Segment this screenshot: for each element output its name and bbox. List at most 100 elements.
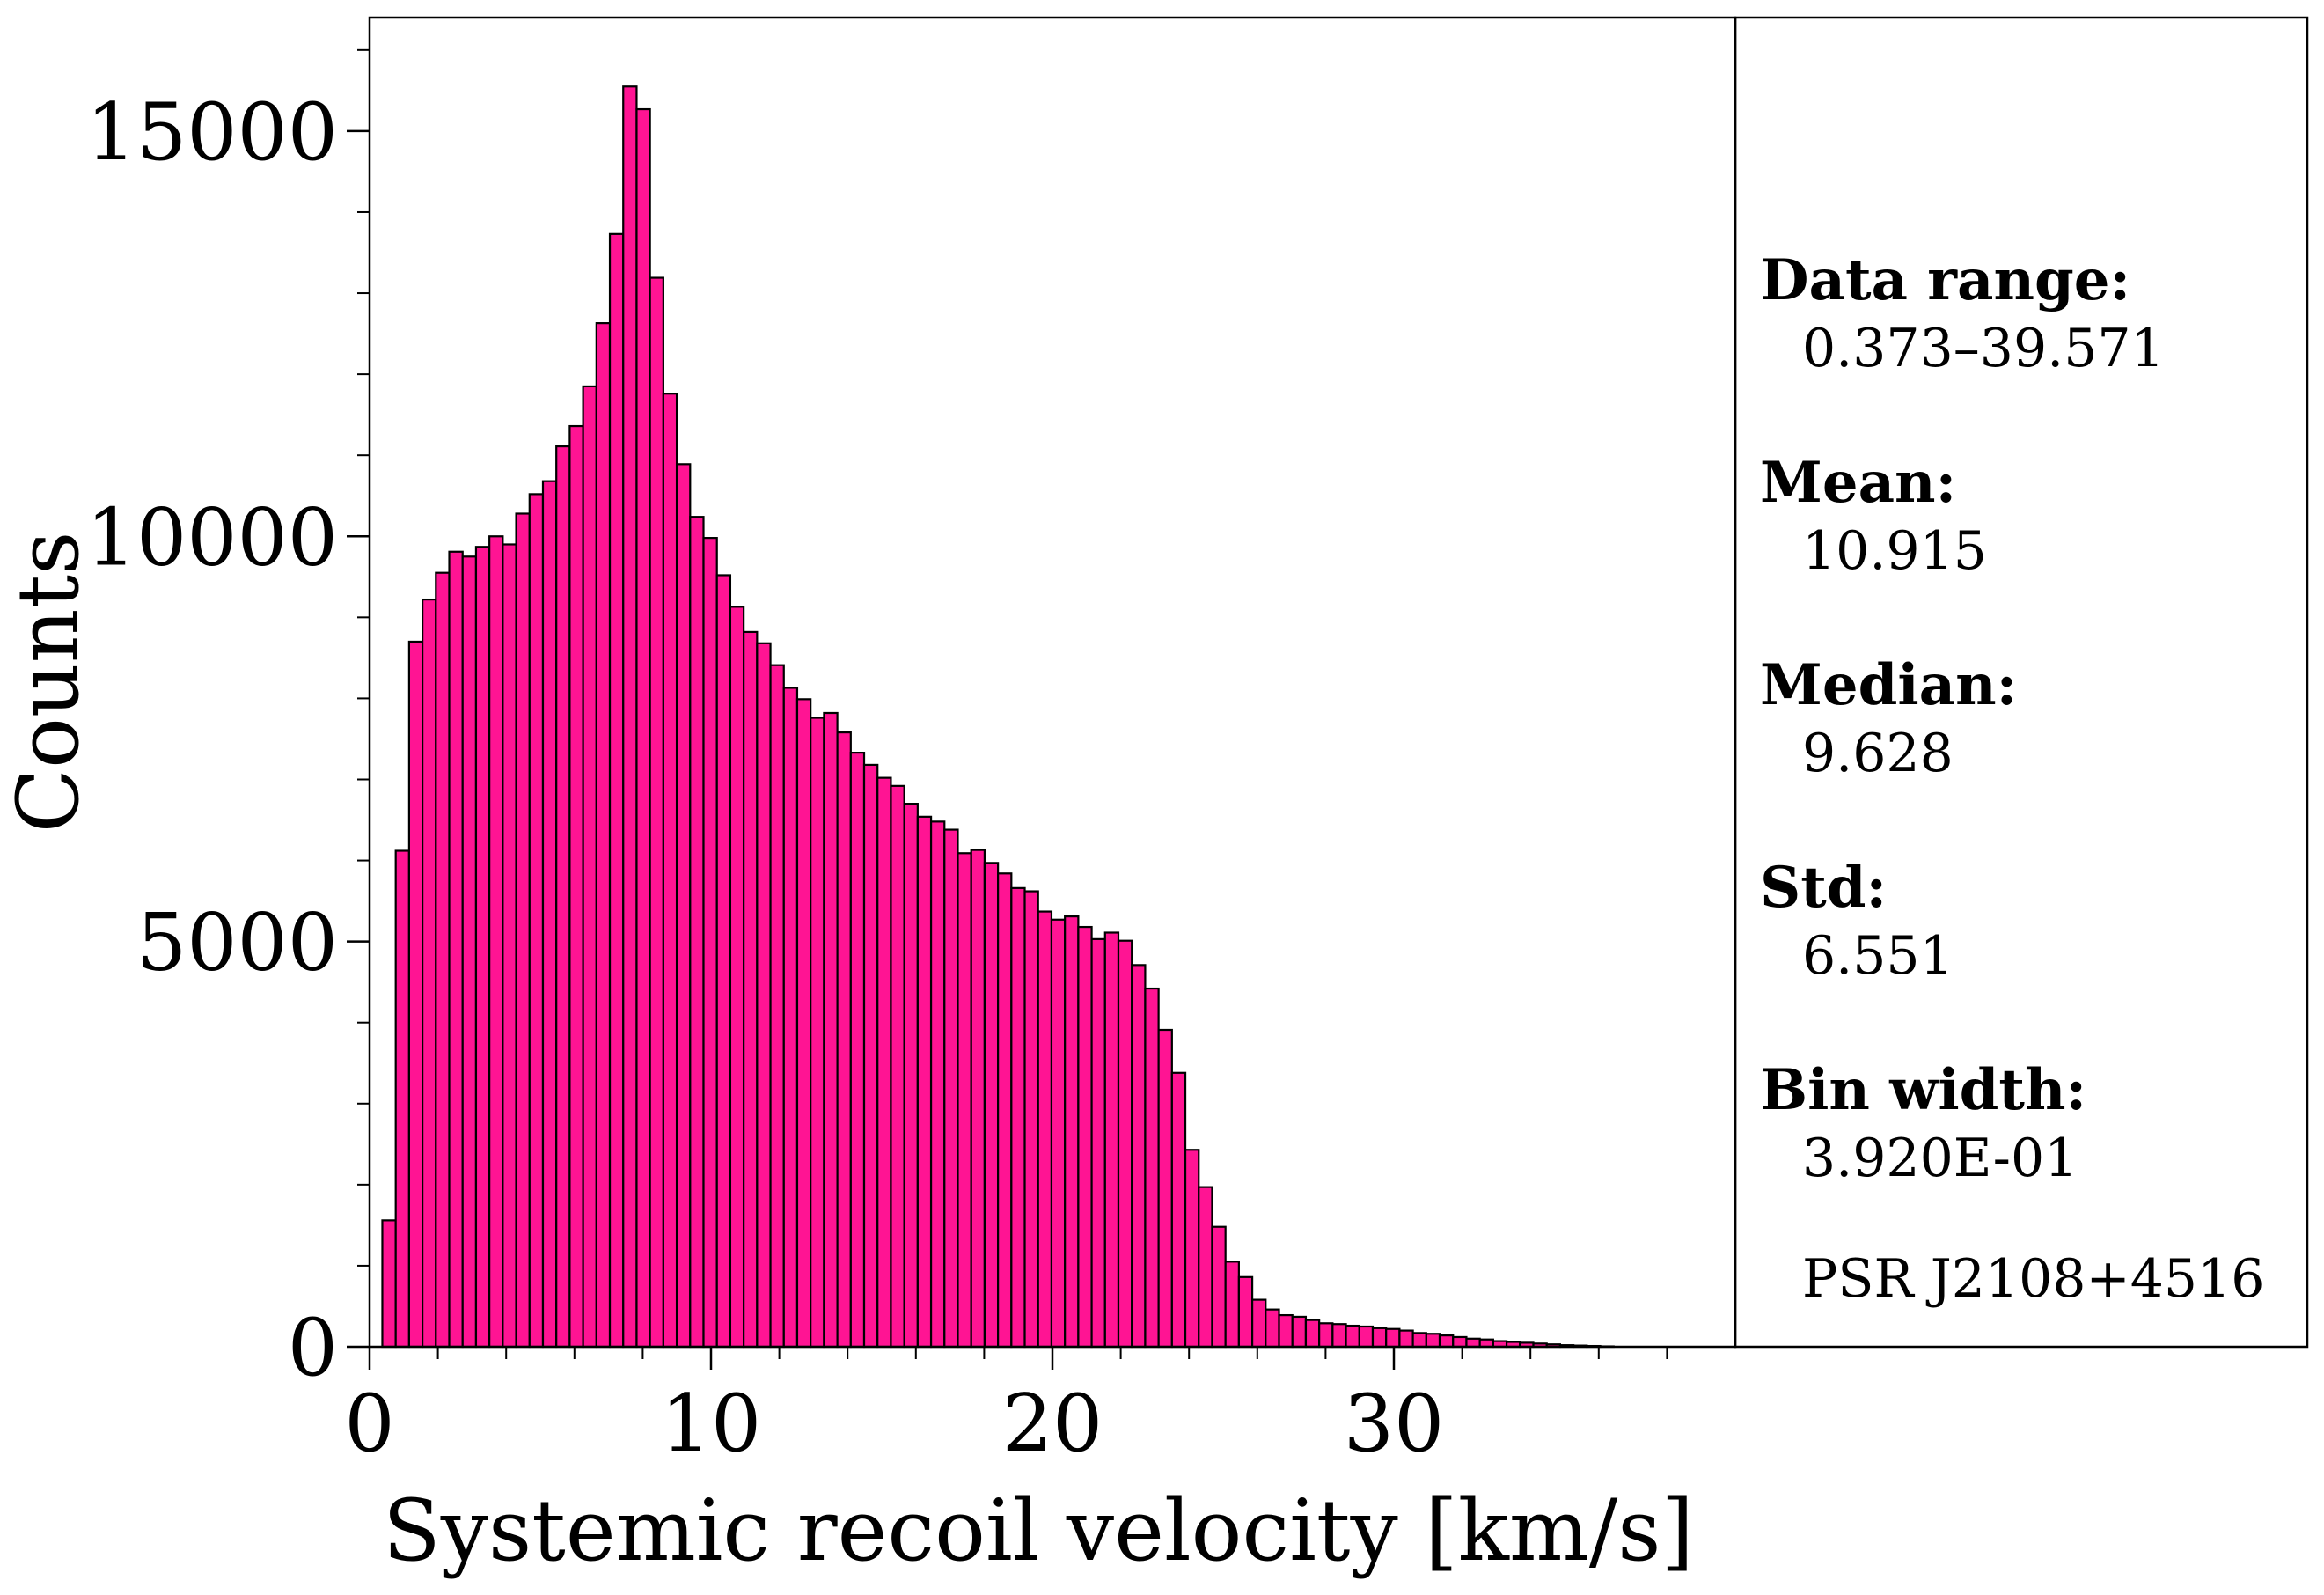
histogram-bar (422, 599, 436, 1347)
histogram-bar (905, 804, 918, 1347)
histogram-bar (476, 547, 489, 1347)
histogram-bar (1373, 1328, 1386, 1347)
stat-value: 9.628 (1802, 723, 1954, 784)
stat-value: 6.551 (1802, 925, 1954, 987)
histogram-bar (1065, 916, 1078, 1347)
histogram-bar (1118, 941, 1132, 1347)
histogram-bar (704, 538, 717, 1347)
histogram-bar (1293, 1317, 1306, 1347)
stat-label: Median: (1760, 652, 2017, 718)
histogram-bar (1038, 912, 1052, 1347)
histogram-bar (569, 426, 583, 1347)
histogram-bar (730, 606, 744, 1347)
histogram-bar (851, 753, 864, 1347)
histogram-bar (757, 643, 770, 1347)
histogram-bar (636, 109, 649, 1347)
histogram-bar (502, 544, 516, 1347)
x-tick-label: 0 (344, 1378, 394, 1470)
histogram-bar (583, 386, 597, 1347)
stat-value: 10.915 (1802, 520, 1987, 582)
histogram-bar (1252, 1300, 1265, 1347)
histogram-bar (677, 464, 690, 1347)
histogram-bar (1025, 892, 1038, 1347)
histogram-bar (1145, 989, 1158, 1347)
histogram-bar (1346, 1326, 1360, 1347)
histogram-bar (1105, 933, 1118, 1347)
histogram-bar (838, 732, 851, 1347)
histogram-bar (489, 536, 502, 1347)
histogram-bar (1185, 1150, 1199, 1347)
histogram-bar (1011, 888, 1024, 1347)
x-axis-title: Systemic recoil velocity [km/s] (383, 1481, 1694, 1580)
stat-label: Mean: (1760, 450, 1956, 516)
histogram-bar (1426, 1334, 1440, 1347)
histogram-bar (1332, 1324, 1345, 1347)
histogram-bar (556, 446, 569, 1347)
histogram-bar (463, 556, 476, 1347)
histogram-bar (597, 323, 610, 1347)
histogram-bar (1265, 1310, 1279, 1347)
histogram-bar (1319, 1323, 1332, 1347)
histogram-bar (824, 713, 837, 1347)
histogram-bar (998, 873, 1011, 1347)
stat-value: 0.373–39.571 (1802, 318, 2165, 379)
x-tick-label: 30 (1344, 1378, 1445, 1470)
histogram-bar (1306, 1320, 1319, 1347)
x-tick-label: 10 (661, 1378, 762, 1470)
y-axis-title: Counts (0, 532, 98, 834)
y-tick-label: 10000 (86, 491, 338, 584)
stat-label: Std: (1760, 855, 1887, 921)
histogram-bar (971, 850, 985, 1347)
histogram-bar (1440, 1335, 1453, 1347)
histogram-bar (744, 632, 757, 1347)
histogram-bar (663, 393, 677, 1347)
histogram-bar (690, 517, 703, 1347)
histogram-bar (1386, 1329, 1399, 1347)
histogram-bar (623, 86, 636, 1347)
y-tick-label: 5000 (136, 897, 338, 989)
stat-value: 3.920E-01 (1802, 1128, 2078, 1189)
histogram-bar (382, 1220, 395, 1347)
histogram-bar (436, 573, 449, 1347)
histogram-bar (784, 687, 797, 1347)
histogram-bar (891, 786, 904, 1347)
y-tick-label: 15000 (86, 86, 338, 179)
histogram-bar (1226, 1261, 1239, 1347)
histogram-bar (1279, 1315, 1293, 1347)
histogram-bar (797, 699, 810, 1347)
stat-label: Bin width: (1760, 1057, 2086, 1123)
histogram-bar (1132, 965, 1145, 1347)
histogram-bar (931, 821, 944, 1347)
histogram-bar (1199, 1187, 1212, 1347)
histogram-bar (1172, 1073, 1185, 1347)
histogram-bar (409, 642, 422, 1347)
histogram-bar (1239, 1277, 1252, 1347)
histogram-bar (517, 513, 530, 1347)
histogram-bar (864, 765, 877, 1347)
histogram-bar (810, 718, 824, 1347)
histogram-bar (450, 552, 463, 1347)
histogram-bar (610, 234, 623, 1347)
histogram-bar (985, 863, 998, 1347)
histogram-bars (382, 86, 1613, 1347)
histogram-bar (944, 830, 957, 1347)
histogram-bar (957, 853, 971, 1347)
x-tick-label: 20 (1002, 1378, 1103, 1470)
histogram-bar (1092, 939, 1105, 1347)
histogram-bar (1360, 1327, 1373, 1347)
histogram-bar (1466, 1339, 1479, 1347)
histogram-bar (1399, 1331, 1412, 1347)
histogram-bar (543, 481, 556, 1347)
histogram-bar (1052, 920, 1065, 1347)
histogram-bar (1453, 1337, 1466, 1347)
stats-panel: Data range:0.373–39.571 Mean:10.915 Median… (1760, 247, 2165, 1189)
histogram-bar (1413, 1333, 1426, 1347)
stat-label: Data range: (1760, 247, 2130, 313)
histogram-bar (877, 778, 891, 1347)
y-tick-label: 0 (288, 1302, 338, 1394)
histogram-bar (771, 665, 784, 1347)
histogram-bar (1212, 1227, 1225, 1347)
histogram-bar (530, 494, 543, 1347)
histogram-bar (717, 575, 730, 1347)
